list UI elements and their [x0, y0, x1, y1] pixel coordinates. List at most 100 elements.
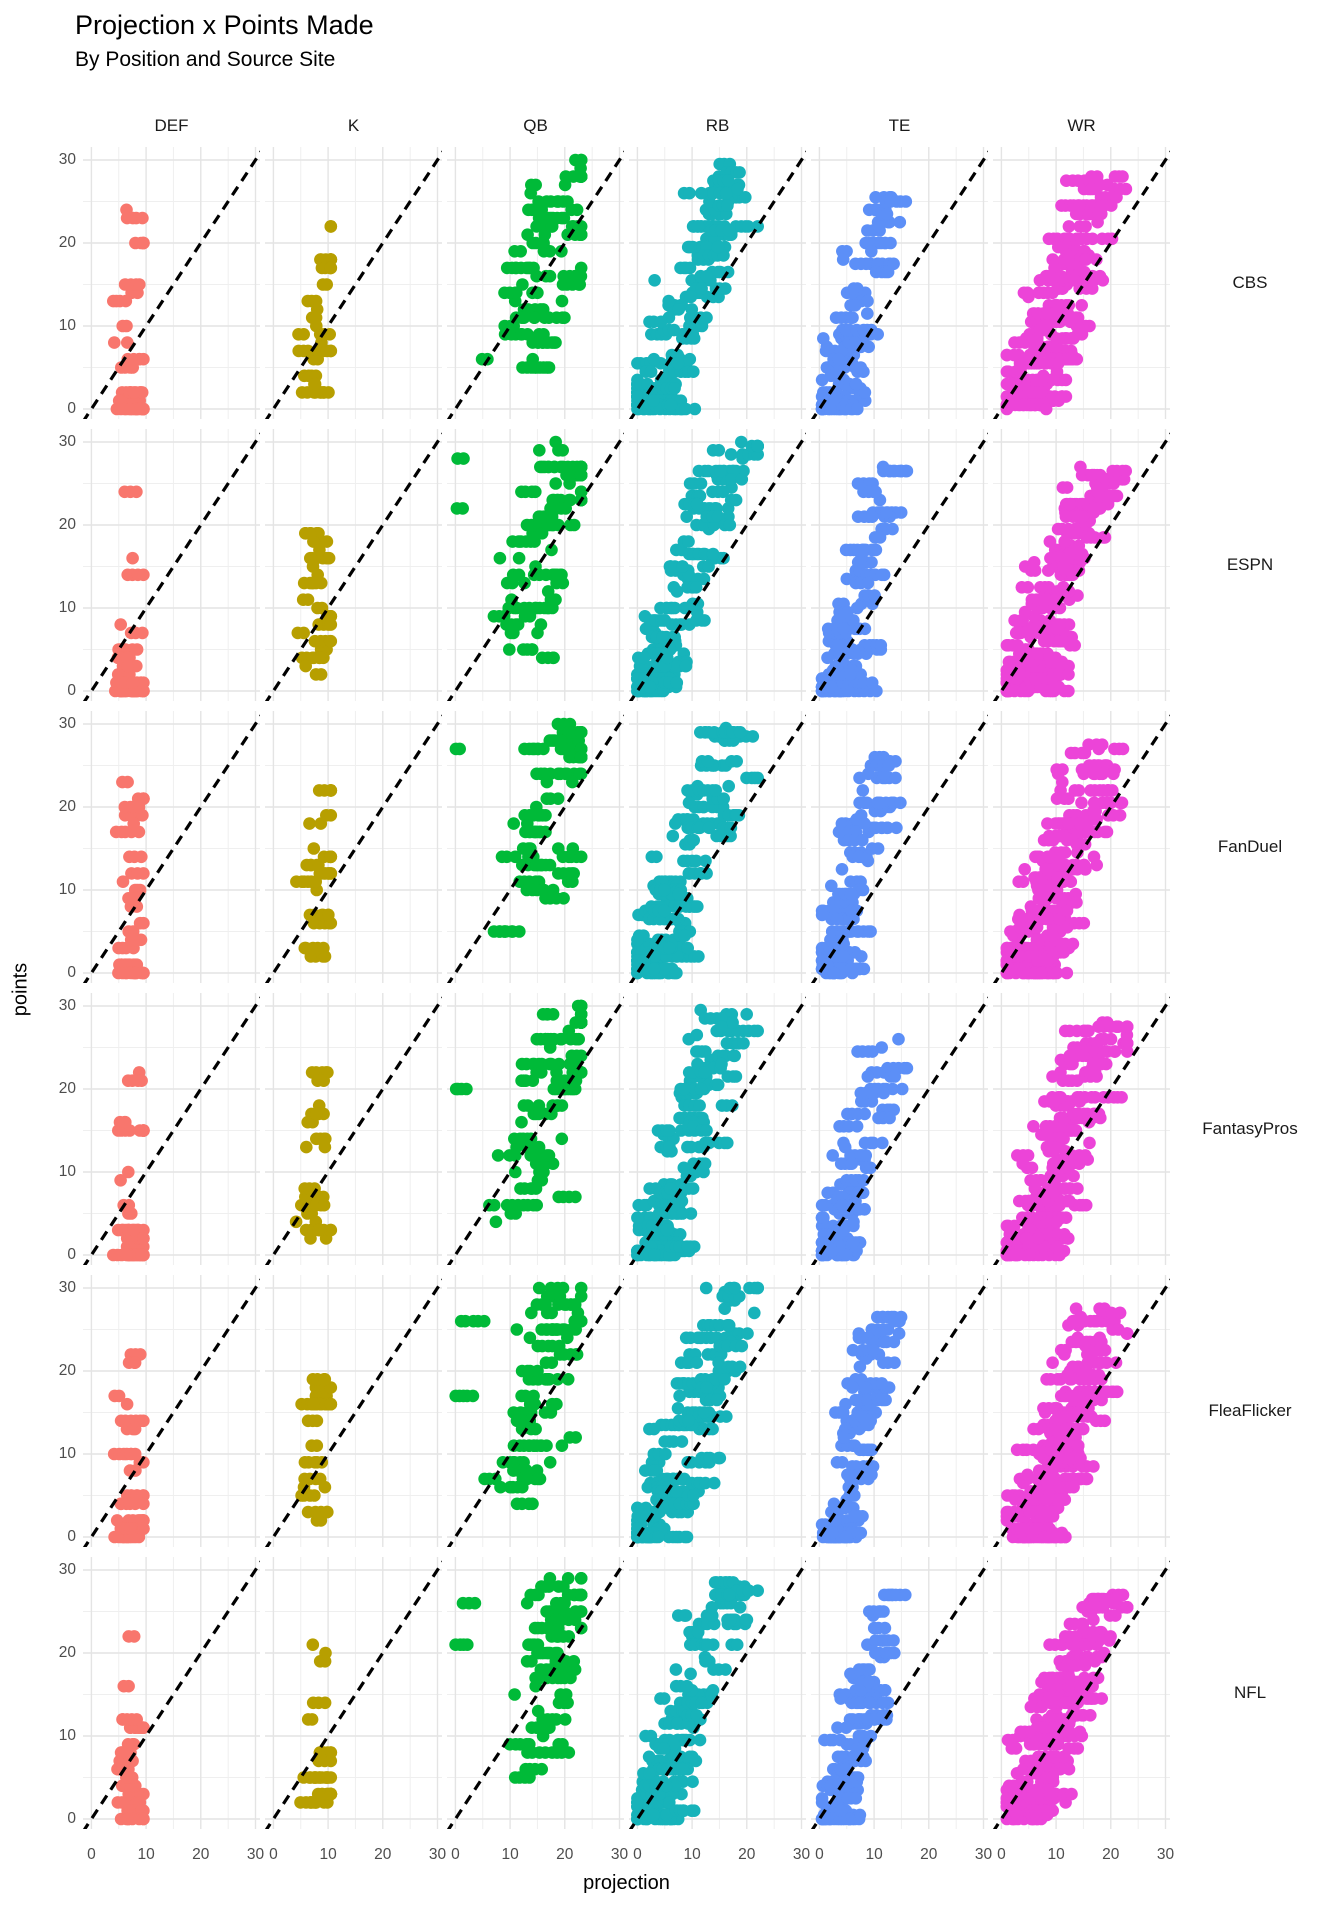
- y-tick-label: 20: [58, 1644, 76, 1661]
- plot-title: Projection x Points Made: [75, 10, 374, 40]
- row-label-ESPN: ESPN: [1226, 555, 1274, 574]
- facet-panel-FanDuel-TE: [811, 711, 988, 983]
- x-tick-label: 10: [865, 1846, 883, 1863]
- y-tick-label: 10: [58, 1163, 76, 1180]
- facet-panel-NFL-WR: [993, 1557, 1170, 1829]
- row-label-FantasyPros: FantasyPros: [1202, 1119, 1298, 1138]
- facet-panel-CBS-WR: [993, 147, 1170, 419]
- x-axis-title: projection: [583, 1872, 670, 1894]
- x-tick-label: 20: [192, 1846, 210, 1863]
- y-tick-label: 0: [67, 1810, 76, 1827]
- row-label-NFL: NFL: [1233, 1683, 1267, 1702]
- facet-panel-ESPN-WR: [993, 429, 1170, 701]
- x-tick-label: 0: [451, 1846, 460, 1863]
- x-tick-label: 20: [374, 1846, 392, 1863]
- facet-panel-FantasyPros-RB: [629, 993, 806, 1265]
- facet-panel-NFL-QB: [447, 1557, 624, 1829]
- facet-panel-NFL-DEF: [83, 1557, 260, 1829]
- facet-panel-CBS-TE: [811, 147, 988, 419]
- y-tick-label: 0: [67, 682, 76, 699]
- y-tick-label: 20: [58, 516, 76, 533]
- facet-panel-CBS-RB: [629, 147, 806, 419]
- y-tick-label: 10: [58, 881, 76, 898]
- x-tick-label: 10: [501, 1846, 519, 1863]
- facet-panel-NFL-K: [265, 1557, 442, 1829]
- facet-panel-FantasyPros-QB: [447, 993, 624, 1265]
- x-tick-label: 0: [87, 1846, 96, 1863]
- column-header-DEF: DEF: [154, 116, 189, 135]
- facet-panel-FleaFlicker-RB: [629, 1275, 806, 1547]
- y-tick-label: 30: [58, 1279, 76, 1296]
- facet-panel-FleaFlicker-TE: [811, 1275, 988, 1547]
- plot-subtitle: By Position and Source Site: [75, 48, 336, 71]
- x-tick-label: 10: [1047, 1846, 1065, 1863]
- x-tick-label: 30: [246, 1846, 265, 1863]
- row-label-FleaFlicker: FleaFlicker: [1208, 1401, 1292, 1420]
- facet-panel-FleaFlicker-K: [265, 1275, 442, 1547]
- facet-panel-ESPN-QB: [447, 429, 624, 701]
- y-tick-label: 30: [58, 715, 76, 732]
- facet-panel-ESPN-K: [265, 429, 442, 701]
- column-header-WR: WR: [1067, 116, 1096, 135]
- row-label-FanDuel: FanDuel: [1217, 837, 1283, 856]
- x-tick-label: 0: [633, 1846, 642, 1863]
- facet-panel-CBS-DEF: [83, 147, 260, 419]
- x-tick-label: 30: [792, 1846, 811, 1863]
- y-tick-label: 20: [58, 798, 76, 815]
- x-tick-label: 30: [974, 1846, 993, 1863]
- y-tick-label: 30: [58, 433, 76, 450]
- column-header-TE: TE: [888, 116, 911, 135]
- facet-panel-FanDuel-RB: [629, 711, 806, 983]
- facet-panel-ESPN-RB: [629, 429, 806, 701]
- facet-panel-FantasyPros-TE: [811, 993, 988, 1265]
- y-tick-label: 30: [58, 151, 76, 168]
- x-tick-label: 20: [920, 1846, 938, 1863]
- x-tick-label: 20: [738, 1846, 756, 1863]
- x-tick-label: 0: [997, 1846, 1006, 1863]
- facet-panel-FanDuel-K: [265, 711, 442, 983]
- y-tick-label: 20: [58, 1362, 76, 1379]
- x-tick-label: 0: [815, 1846, 824, 1863]
- facet-panel-FleaFlicker-DEF: [83, 1275, 260, 1547]
- x-tick-label: 30: [428, 1846, 447, 1863]
- facet-panel-CBS-QB: [447, 147, 624, 419]
- y-tick-label: 10: [58, 317, 76, 334]
- y-tick-label: 30: [58, 1561, 76, 1578]
- y-tick-label: 0: [67, 400, 76, 417]
- y-axis-title: points: [9, 962, 32, 1017]
- y-tick-label: 10: [58, 1727, 76, 1744]
- facet-panel-FanDuel-QB: [447, 711, 624, 983]
- facet-panel-NFL-TE: [811, 1557, 988, 1829]
- facet-panel-FleaFlicker-QB: [447, 1275, 624, 1547]
- y-tick-label: 20: [58, 1080, 76, 1097]
- facet-panel-FanDuel-DEF: [83, 711, 260, 983]
- x-tick-label: 30: [610, 1846, 629, 1863]
- x-tick-label: 20: [556, 1846, 574, 1863]
- facet-panel-FleaFlicker-WR: [993, 1275, 1170, 1547]
- facet-panel-FantasyPros-WR: [993, 993, 1170, 1265]
- y-tick-label: 30: [58, 997, 76, 1014]
- facet-panel-FantasyPros-DEF: [83, 993, 260, 1265]
- y-tick-label: 0: [67, 1528, 76, 1545]
- facet-panel-FantasyPros-K: [265, 993, 442, 1265]
- x-tick-label: 20: [1102, 1846, 1120, 1863]
- y-tick-label: 0: [67, 1246, 76, 1263]
- y-tick-label: 0: [67, 964, 76, 981]
- y-tick-label: 20: [58, 234, 76, 251]
- x-tick-label: 10: [319, 1846, 337, 1863]
- y-tick-label: 10: [58, 1445, 76, 1462]
- x-tick-label: 30: [1156, 1846, 1175, 1863]
- column-header-RB: RB: [705, 116, 730, 135]
- column-header-QB: QB: [523, 116, 548, 135]
- facet-panel-NFL-RB: [629, 1557, 806, 1829]
- facet-panel-FanDuel-WR: [993, 711, 1170, 983]
- row-label-CBS: CBS: [1232, 273, 1268, 292]
- facet-panel-ESPN-TE: [811, 429, 988, 701]
- facet-panel-ESPN-DEF: [83, 429, 260, 701]
- x-tick-label: 10: [683, 1846, 701, 1863]
- column-header-K: K: [347, 116, 360, 135]
- x-tick-label: 10: [137, 1846, 155, 1863]
- y-tick-label: 10: [58, 599, 76, 616]
- x-tick-label: 0: [269, 1846, 278, 1863]
